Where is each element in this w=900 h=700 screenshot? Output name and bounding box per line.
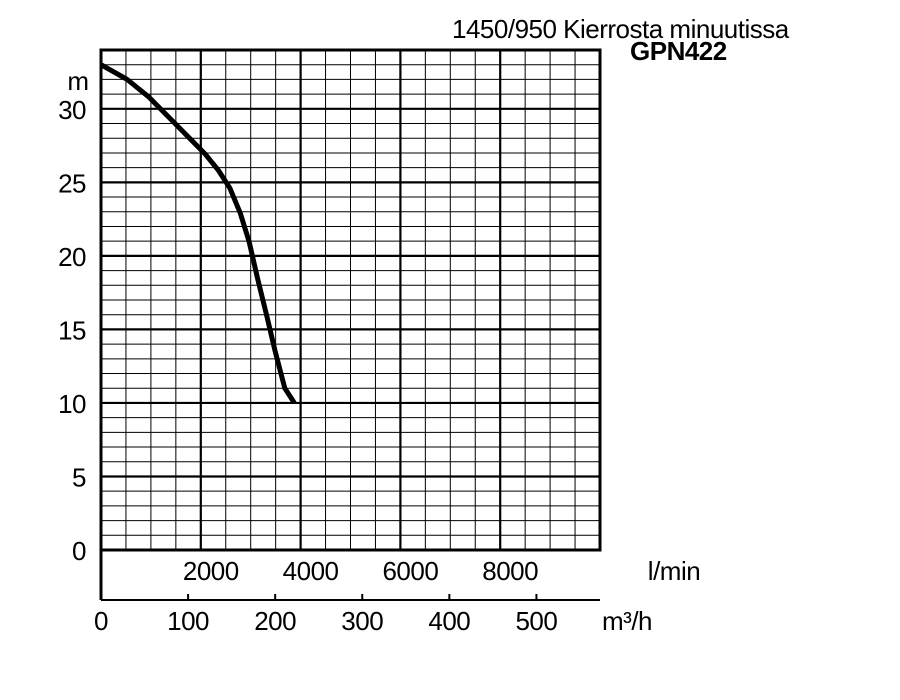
x-tick-label-lmin: 8000 <box>482 556 538 586</box>
x-tick-label-m3h: 300 <box>341 606 383 636</box>
x-axis-label-lmin: l/min <box>648 556 700 586</box>
x-tick-label-m3h: 400 <box>428 606 470 636</box>
x-tick-label-m3h: 0 <box>94 606 108 636</box>
x-tick-label-lmin: 6000 <box>382 556 438 586</box>
y-tick-label: 10 <box>58 389 86 419</box>
y-axis-label: m <box>67 66 88 96</box>
x-tick-label-lmin: 2000 <box>183 556 239 586</box>
x-axis-label-m3h: m³/h <box>602 606 652 636</box>
chart-subtitle: 1450/950 Kierrosta minuutissa <box>452 14 789 44</box>
x-tick-label-lmin: 4000 <box>283 556 339 586</box>
plot-frame <box>99 48 602 552</box>
chart-title: GPN422 <box>630 36 727 66</box>
y-tick-label: 15 <box>58 315 86 345</box>
x-tick-label-m3h: 200 <box>254 606 296 636</box>
x-tick-label-m3h: 500 <box>515 606 557 636</box>
y-tick-label: 5 <box>72 462 86 492</box>
y-tick-label: 20 <box>58 242 86 272</box>
y-tick-label: 0 <box>72 536 86 566</box>
x-tick-label-m3h: 100 <box>167 606 209 636</box>
pump-curve-line <box>99 62 297 405</box>
y-tick-label: 30 <box>58 95 86 125</box>
y-tick-label: 25 <box>58 168 86 198</box>
